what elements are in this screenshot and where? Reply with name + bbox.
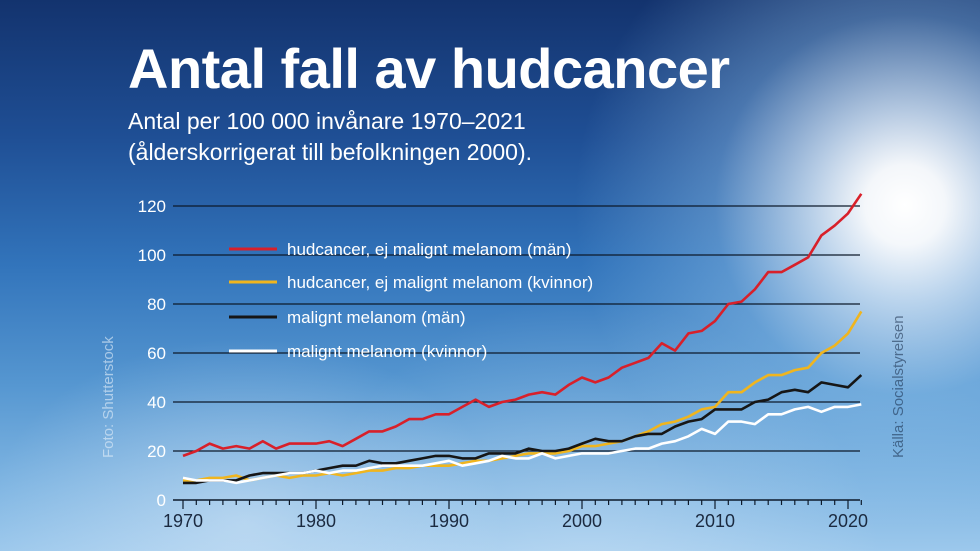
x-axis-labels: 1970 1980 1990 2000 2010 2020 [163, 511, 868, 531]
legend: hudcancer, ej malignt melanom (män) hudca… [229, 240, 593, 361]
legend-label-2: hudcancer, ej malignt melanom (kvinnor) [287, 273, 593, 292]
gridlines [173, 205, 860, 452]
x-tick-label: 2020 [828, 511, 868, 531]
x-tick-label: 1970 [163, 511, 203, 531]
series-line-2 [183, 310, 863, 482]
x-tick-label: 2010 [695, 511, 735, 531]
x-tick-label: 1980 [296, 511, 336, 531]
x-tick-label: 2000 [562, 511, 602, 531]
x-tick-label: 1990 [429, 511, 469, 531]
y-tick-label: 80 [147, 295, 166, 314]
series-line-3 [183, 374, 863, 485]
y-tick-label: 100 [138, 246, 166, 265]
chart-subtitle-line-2: (ålderskorrigerat till befolkningen 2000… [128, 139, 532, 165]
photo-credit: Foto: Shutterstock [100, 336, 117, 458]
y-tick-label: 60 [147, 344, 166, 363]
legend-label-1: hudcancer, ej malignt melanom (män) [287, 240, 571, 259]
legend-label-4: malignt melanom (kvinnor) [287, 342, 487, 361]
chart-subtitle-line-1: Antal per 100 000 invånare 1970–2021 [128, 108, 526, 134]
y-axis-labels: 0 20 40 60 80 100 120 [138, 197, 166, 510]
chart-title: Antal fall av hudcancer [128, 37, 730, 100]
series-line-1 [182, 193, 863, 458]
series-line-4 [182, 403, 862, 485]
y-tick-label: 0 [157, 491, 166, 510]
legend-label-3: malignt melanom (män) [287, 308, 466, 327]
x-axis [173, 499, 862, 509]
series-lines [182, 193, 863, 485]
source-credit: Källa: Socialstyrelsen [890, 315, 907, 458]
y-tick-label: 40 [147, 393, 166, 412]
y-tick-label: 120 [138, 197, 166, 216]
y-tick-label: 20 [147, 442, 166, 461]
